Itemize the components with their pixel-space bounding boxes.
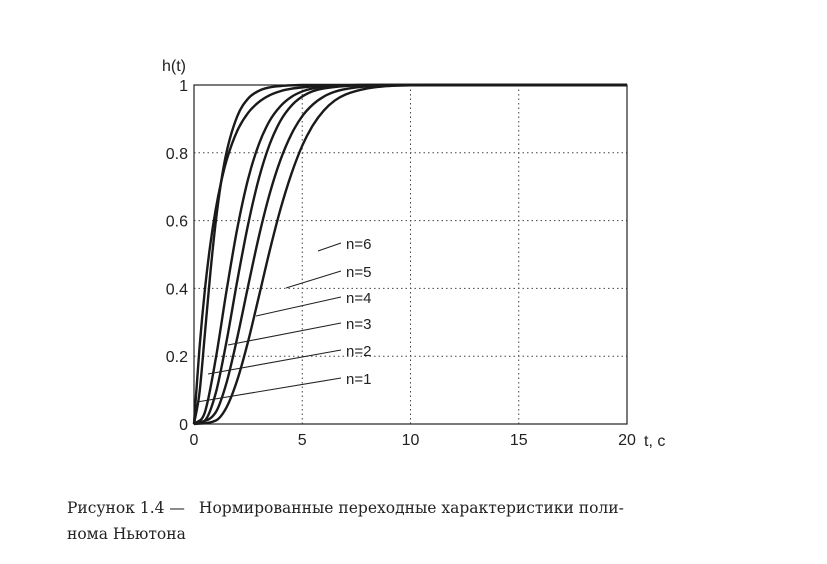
leader-line-5 — [285, 270, 342, 289]
y-tick-label: 0.4 — [166, 281, 188, 298]
series-line-6 — [193, 83, 627, 426]
x-tick-label: 5 — [298, 432, 307, 449]
x-tick-label: 10 — [402, 432, 420, 449]
grid — [194, 85, 627, 424]
curves — [192, 83, 627, 426]
figure-caption: Рисунок 1.4 — Нормированные переходные ха… — [67, 495, 767, 547]
y-tick-label: 0.6 — [166, 214, 188, 231]
caption-text: Нормированные переходные характеристики … — [198, 499, 624, 517]
x-tick-label: 15 — [510, 432, 528, 449]
leader-line-4 — [255, 296, 342, 317]
leader-line-1 — [196, 377, 342, 403]
tick-labels: 0 5 10 15 20 0 0.2 0.4 0.6 0.8 1 — [166, 78, 636, 449]
leader-line-6 — [317, 242, 342, 252]
series-label-2: n=2 — [346, 343, 371, 360]
leader-line-3 — [227, 322, 342, 346]
series-label-4: n=4 — [346, 290, 371, 307]
y-axis-label: h(t) — [162, 58, 186, 75]
x-tick-label: 0 — [190, 432, 199, 449]
chart: n=1 n=2 n=3 n=4 n=5 n=6 0 5 10 15 20 0 0.2 0.4 0.6 0.8… — [162, 58, 665, 450]
caption-label: Рисунок 1.4 — — [67, 499, 185, 517]
y-tick-label: 0.8 — [166, 146, 188, 163]
y-tick-label: 0.2 — [166, 349, 188, 366]
series-label-6: n=6 — [346, 236, 371, 253]
y-tick-label: 1 — [179, 78, 188, 95]
x-axis-label: t, c — [644, 433, 665, 450]
series-label-3: n=3 — [346, 316, 371, 333]
y-tick-label: 0 — [179, 417, 188, 434]
leader-line-2 — [207, 349, 342, 375]
series-label-5: n=5 — [346, 264, 371, 281]
caption-text-continued: нома Ньютона — [67, 525, 186, 543]
annotations: n=1 n=2 n=3 n=4 n=5 n=6 — [196, 236, 371, 403]
x-tick-label: 20 — [618, 432, 636, 449]
series-label-1: n=1 — [346, 371, 371, 388]
